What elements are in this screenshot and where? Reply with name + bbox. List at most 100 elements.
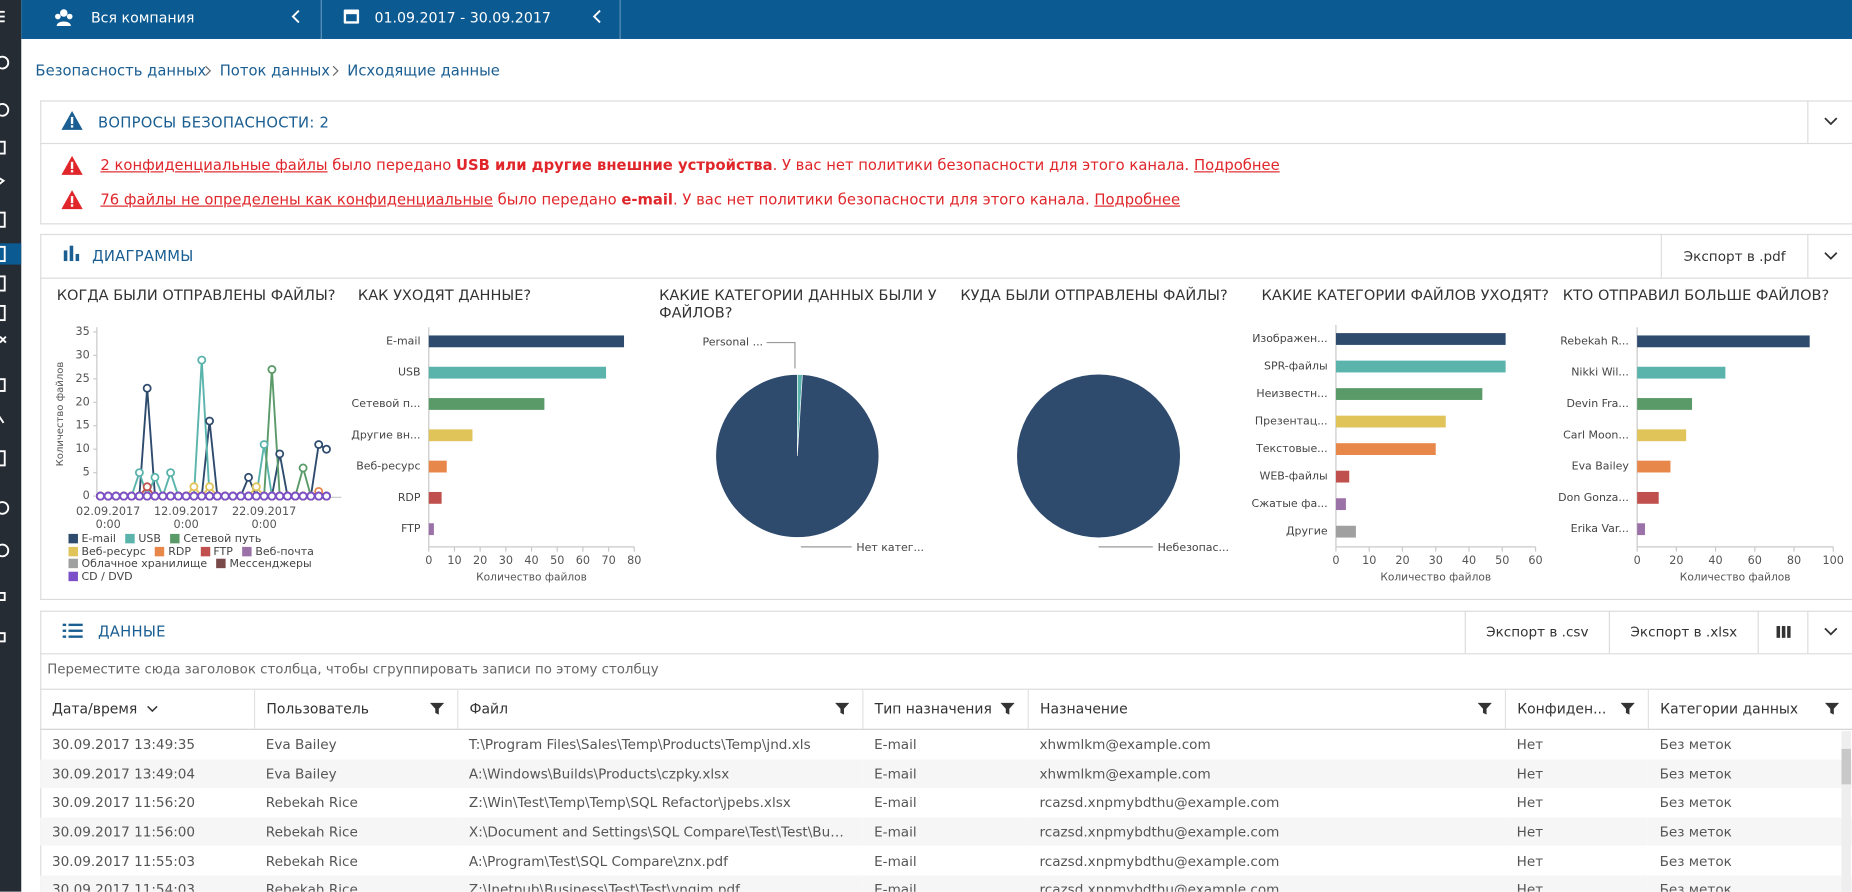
filter-shape [1477,702,1492,715]
chart-title: КТО ОТПРАВИЛ БОЛЬШЕ ФАЙЛОВ? [1562,287,1830,304]
column-title: Дата/время [51,700,138,717]
legend-swatch [170,533,180,544]
legend-swatch [125,533,135,544]
table-cell: Нет [1516,852,1544,869]
data-table: Дата/время Пользователь Файл Тип назначения… [40,688,1852,892]
collapse-chevron[interactable] [592,9,601,24]
alert-icon [61,155,83,175]
table-cell: 30.09.2017 11:56:20 [51,794,196,811]
column-title: Файл [469,700,509,717]
legend-item: Мессенджеры [216,557,312,571]
export-csv-button[interactable]: Экспорт в .csv [1464,610,1609,654]
company-icon [55,9,73,26]
table-cell: E-mail [874,736,917,753]
table-cell: E-mail [874,852,917,869]
legend-swatch [216,558,226,569]
alert-text: было передано [492,190,622,208]
table-cell: Нет [1504,759,1648,789]
legend-item: RDP [155,545,191,559]
scrollbar-thumb[interactable] [1841,748,1851,785]
data-icon [62,623,83,638]
table-cell: rcazsd.xnpmybdthu@example.com [1039,794,1280,811]
charts-icon [63,245,80,262]
chart-title: КОГДА БЫЛИ ОТПРАВЛЕНЫ ФАЙЛЫ? [56,287,336,304]
alert-channel: e-mail [621,190,673,208]
table-cell: Rebekah Rice [253,875,458,892]
filter-icon [834,702,849,715]
collapse-chevron[interactable] [291,9,300,24]
table-cell: A:\Program\Test\SQL Compare\znx.pdf [468,852,728,869]
sort-arrow [147,705,158,713]
legend-item: Веб-ресурс [68,545,146,559]
alert-subject[interactable]: 76 файлы не определены как конфиденциаль… [100,190,493,208]
column-header[interactable]: Дата/время [40,688,254,730]
filter-shape [429,702,444,715]
legend-item: E-mail [68,533,116,546]
calendar-icon [343,9,360,24]
table-cell: Нет [1516,736,1544,753]
breadcrumb[interactable]: Поток данных [219,61,331,80]
table-cell: Eva Bailey [253,759,458,789]
issues-panel [40,100,1852,225]
top-bar-icons [55,0,621,39]
alert-link[interactable]: Подробнее [1094,190,1181,208]
table-cell: Rebekah Rice [265,852,358,869]
table-cell: Eva Bailey [265,736,337,753]
export-xlsx-button[interactable]: Экспорт в .xlsx [1608,610,1758,654]
panel-divider [40,277,1852,279]
legend-label: RDP [168,545,191,559]
table-row: 30.09.2017 11:54:03 Rebekah Rice Z:\Inetpu… [40,875,1852,892]
charts-panel [40,233,1852,601]
legend-swatch [242,546,252,556]
breadcrumb-separators [205,65,339,77]
alert-subject[interactable]: 2 конфиденциальные файлы [100,155,328,174]
alert: 2 конфиденциальные файлы было передано U… [100,156,1279,175]
scope-selector[interactable]: Вся компания [90,9,195,26]
x-tick-label: 12.09.2017 0:00 [154,505,219,532]
table-cell: rcazsd.xnpmybdthu@example.com [1027,817,1505,847]
legend-item: CD / DVD [68,569,133,583]
legend-label: CD / DVD [81,569,133,583]
alert: 76 файлы не определены как конфиденциаль… [100,190,1180,209]
column-header[interactable]: Пользователь [253,688,458,730]
columns-button[interactable] [1757,610,1808,654]
table-cell: Без меток [1647,875,1852,892]
column-title: Пользователь [266,700,369,717]
alert-link[interactable]: Подробнее [1193,155,1280,174]
alert-text: . У вас нет политики безопасности для эт… [772,155,1190,174]
table-row: 30.09.2017 13:49:35 Eva Bailey T:\Program … [40,729,1852,759]
table-cell: rcazsd.xnpmybdthu@example.com [1039,852,1280,869]
top-bar [21,0,1852,39]
legend: E-mail USB Сетевой путь Веб-ресурс RDP FTP Веб… [68,533,343,584]
export-pdf-button[interactable]: Экспорт в .pdf [1660,233,1807,278]
chart-title: КАКИЕ КАТЕГОРИИ ФАЙЛОВ УХОДЯТ? [1261,287,1549,304]
legend-label: Мессенджеры [229,557,312,571]
collapse-button[interactable] [1807,610,1852,654]
table-cell: 30.09.2017 11:54:03 [40,875,254,892]
collapse-button[interactable] [1807,233,1852,278]
legend-item: Облачное хранилище [68,558,207,571]
table-cell: 30.09.2017 11:55:03 [51,852,196,869]
legend-label: Веб-почта [255,545,314,559]
legend-swatch [68,571,78,581]
sort-icon [147,705,158,713]
group-hint: Переместите сюда заголовок столбца, чтоб… [47,661,659,677]
period-selector[interactable]: 01.09.2017 - 30.09.2017 [374,9,551,26]
column-header[interactable]: Файл [456,688,863,730]
filter-icon [1824,702,1840,715]
table-cell: Z:\Inetpub\Business\Test\Test\yngim.pdf [457,875,863,892]
column-header[interactable]: Назначение [1027,688,1505,730]
column-title: Назначение [1040,700,1128,717]
column-header[interactable]: Тип назначения [861,688,1028,730]
table-row: 30.09.2017 13:49:04 Eva Bailey A:\Windows\… [40,759,1852,789]
collapse-button[interactable] [1807,100,1852,143]
filter-shape [834,702,849,715]
column-header[interactable]: Категории данных [1647,688,1852,730]
breadcrumb: Исходящие данные [347,61,500,80]
panel-divider [40,653,1852,655]
table-cell: Без меток [1659,852,1732,869]
column-header[interactable]: Конфиден... [1504,688,1648,730]
filter-shape [1824,702,1840,715]
legend-label: Веб-ресурс [81,545,146,559]
breadcrumb[interactable]: Безопасность данных [35,61,207,80]
